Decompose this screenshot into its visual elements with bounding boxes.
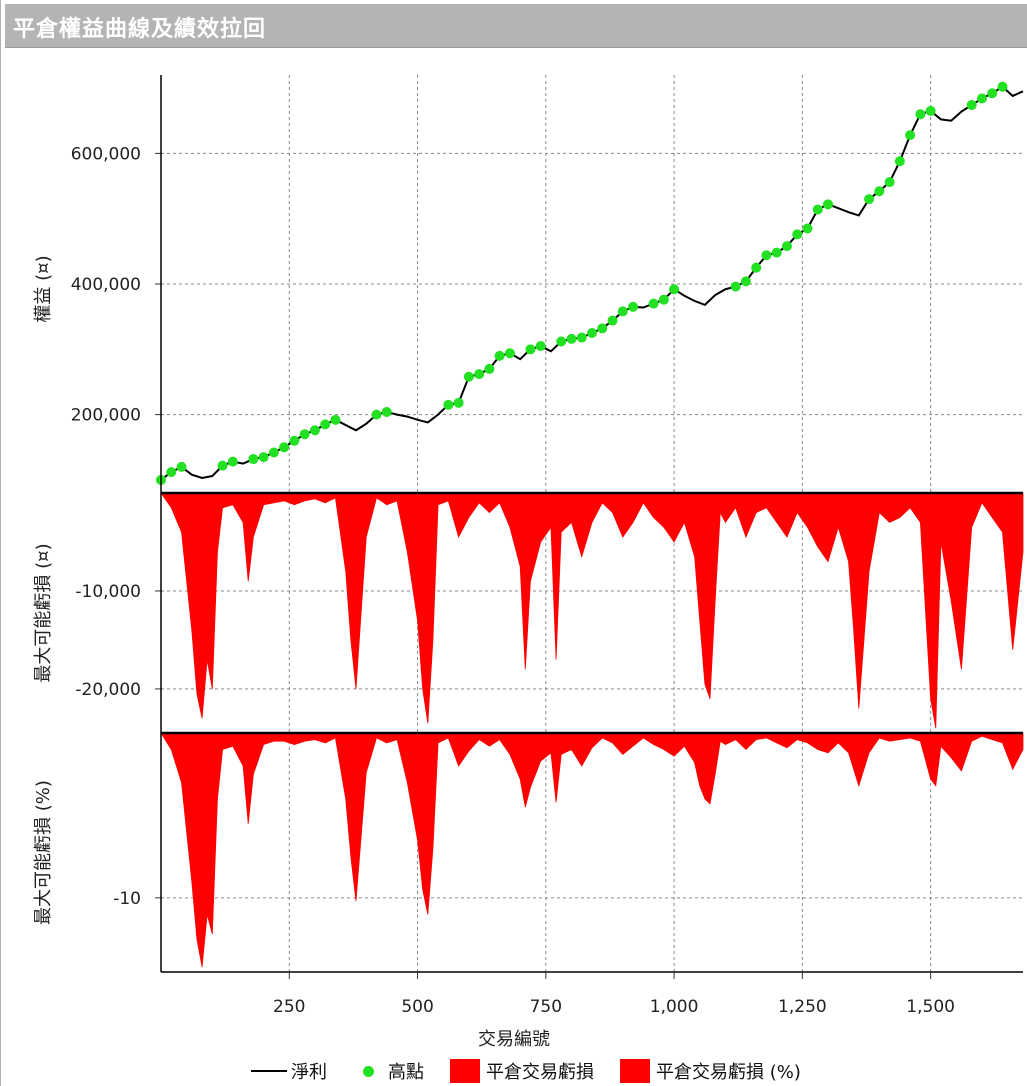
legend-label: 淨利 (291, 1062, 327, 1083)
high-point-dot (966, 100, 977, 111)
high-point-dot (915, 109, 926, 120)
legend-label: 高點 (388, 1062, 424, 1083)
x-tick-label: 1,500 (906, 997, 955, 1017)
high-point-dot (884, 177, 895, 188)
high-point-dot (812, 204, 823, 215)
high-point-dot (268, 447, 279, 458)
high-point-dot (771, 247, 782, 258)
legend-item-net-profit: 淨利 (251, 1058, 327, 1084)
equity-line (160, 85, 1024, 481)
high-point-dot (176, 461, 187, 472)
high-point-dot (227, 456, 238, 467)
high-point-dot (453, 397, 464, 408)
x-tick-label: 250 (273, 997, 305, 1017)
y-axis-label: 最大可能虧損 (%) (33, 780, 54, 925)
high-point-dot (669, 284, 680, 295)
dot-swatch-icon (363, 1065, 374, 1077)
x-tick-label: 500 (401, 997, 433, 1017)
title-bar: 平倉權益曲線及績效拉回 (5, 4, 1027, 48)
high-point-dot (597, 323, 608, 334)
high-point-dot (874, 186, 885, 197)
high-point-dot (217, 460, 228, 471)
high-point-dot (556, 336, 567, 347)
y-tick-label: -20,000 (75, 680, 141, 700)
high-point-dot (761, 250, 772, 261)
high-point-dot (925, 105, 936, 116)
line-swatch-icon (251, 1070, 287, 1072)
x-tick-label: 750 (530, 997, 562, 1017)
y-tick-label: 600,000 (71, 144, 141, 164)
high-point-dot (474, 369, 485, 380)
legend-item-drawdown-percent: 平倉交易虧損 (%) (620, 1058, 801, 1084)
high-point-dot (751, 262, 762, 273)
legend-label: 平倉交易虧損 (486, 1062, 594, 1083)
high-point-dot (525, 344, 536, 355)
high-point-dot (535, 341, 546, 352)
high-point-dot (648, 298, 659, 309)
high-point-dot (371, 409, 382, 420)
high-point-dot (330, 414, 341, 425)
high-point-dot (576, 332, 587, 343)
high-point-dot (658, 294, 669, 305)
legend-item-drawdown: 平倉交易虧損 (450, 1058, 594, 1084)
legend-label: 平倉交易虧損 (%) (656, 1062, 801, 1083)
high-point-dot (166, 467, 177, 478)
high-point-dot (628, 301, 639, 312)
high-point-dot (607, 315, 618, 326)
high-point-dot (987, 88, 998, 99)
y-tick-label: -10,000 (75, 582, 141, 602)
drawdown-area (160, 492, 1024, 729)
x-tick-label: 1,250 (778, 997, 827, 1017)
high-point-dot (617, 306, 628, 317)
high-point-dot (279, 442, 290, 453)
high-point-dot (864, 194, 875, 205)
box-swatch-icon (620, 1059, 650, 1083)
high-point-dot (905, 130, 916, 141)
high-point-dot (258, 452, 269, 463)
y-tick-label: -10 (113, 889, 141, 909)
high-point-dot (504, 348, 515, 359)
x-axis-label: 交易編號 (478, 1029, 550, 1050)
x-tick-label: 1,000 (650, 997, 699, 1017)
high-point-dot (997, 81, 1008, 92)
high-point-dot (894, 156, 905, 167)
high-point-dot (976, 93, 987, 104)
high-point-dot (381, 407, 392, 418)
high-point-dot (248, 454, 259, 465)
high-point-dot (289, 435, 300, 446)
high-point-dot (587, 327, 597, 338)
high-point-dot (740, 276, 751, 287)
high-point-dot (484, 363, 495, 374)
y-tick-label: 200,000 (71, 406, 141, 426)
y-axis-label: 最大可能虧損 (¤) (33, 543, 54, 682)
high-point-dot (730, 281, 741, 292)
high-point-dot (320, 419, 331, 430)
high-point-dot (309, 425, 320, 436)
high-point-dot (494, 350, 505, 361)
high-point-dot (823, 199, 834, 210)
high-point-dot (802, 223, 813, 234)
drawdown-area (160, 732, 1024, 968)
high-point-dot (463, 371, 474, 382)
legend: 淨利 高點 平倉交易虧損 平倉交易虧損 (%) (251, 1058, 827, 1084)
y-axis-label: 權益 (¤) (33, 255, 54, 322)
box-swatch-icon (450, 1059, 480, 1083)
high-point-dot (566, 333, 577, 344)
high-point-dot (792, 229, 803, 240)
high-point-dot (781, 241, 792, 252)
legend-item-high-point: 高點 (353, 1058, 424, 1084)
chart-title: 平倉權益曲線及績效拉回 (13, 17, 267, 42)
high-point-dot (443, 399, 454, 410)
y-tick-label: 400,000 (71, 275, 141, 295)
high-point-dot (299, 429, 310, 440)
